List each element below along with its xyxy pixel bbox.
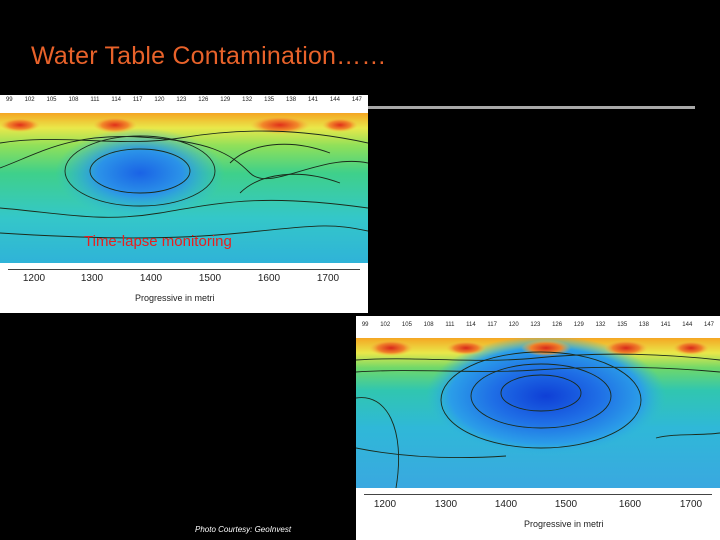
top-tick: 111 xyxy=(90,97,100,103)
top-tick-row: 99 102 105 108 111 114 117 120 123 126 1… xyxy=(356,322,720,336)
top-tick: 105 xyxy=(46,97,57,103)
top-tick: 102 xyxy=(380,322,391,328)
x-tick: 1300 xyxy=(80,273,104,284)
top-tick: 99 xyxy=(5,97,13,103)
top-tick: 135 xyxy=(264,97,275,103)
x-axis-label: Progressive in metri xyxy=(524,519,604,529)
top-tick: 108 xyxy=(68,97,79,103)
top-tick: 144 xyxy=(682,322,693,328)
top-tick: 141 xyxy=(660,322,671,328)
top-tick: 126 xyxy=(552,322,563,328)
top-tick: 123 xyxy=(176,97,187,103)
resistivity-section-top: 99 102 105 108 111 114 117 120 123 126 1… xyxy=(0,95,368,313)
x-tick: 1200 xyxy=(373,499,397,510)
top-tick-row: 99 102 105 108 111 114 117 120 123 126 1… xyxy=(0,97,368,111)
top-tick: 138 xyxy=(286,97,297,103)
x-tick: 1400 xyxy=(139,273,163,284)
top-tick: 126 xyxy=(198,97,209,103)
x-tick: 1600 xyxy=(618,499,642,510)
x-tick: 1400 xyxy=(494,499,518,510)
x-tick: 1300 xyxy=(434,499,458,510)
x-axis-label: Progressive in metri xyxy=(135,293,215,303)
top-tick: 144 xyxy=(329,97,340,103)
time-lapse-label: Time-lapse monitoring xyxy=(84,233,232,250)
x-tick: 1700 xyxy=(679,499,703,510)
top-tick: 135 xyxy=(617,322,628,328)
top-tick: 111 xyxy=(445,322,455,328)
photo-credit: Photo Courtesy: GeoInvest xyxy=(195,525,292,534)
x-tick: 1200 xyxy=(22,273,46,284)
top-tick: 108 xyxy=(423,322,434,328)
top-tick: 129 xyxy=(220,97,231,103)
top-tick: 114 xyxy=(111,97,121,103)
top-tick: 147 xyxy=(351,97,362,103)
top-tick: 141 xyxy=(307,97,318,103)
top-tick: 120 xyxy=(154,97,165,103)
x-tick: 1600 xyxy=(257,273,281,284)
resistivity-section-bottom: 99 102 105 108 111 114 117 120 123 126 1… xyxy=(356,316,720,540)
top-tick: 120 xyxy=(508,322,519,328)
top-tick: 132 xyxy=(595,322,606,328)
top-tick: 117 xyxy=(132,97,143,103)
slide-title: Water Table Contamination…… xyxy=(31,42,387,70)
x-tick: 1700 xyxy=(316,273,340,284)
top-tick: 114 xyxy=(466,322,476,328)
top-tick: 147 xyxy=(704,322,715,328)
top-tick: 132 xyxy=(242,97,253,103)
top-tick: 138 xyxy=(638,322,649,328)
x-axis-line xyxy=(364,494,712,495)
top-tick: 129 xyxy=(573,322,584,328)
x-axis-line xyxy=(8,269,360,270)
top-tick: 123 xyxy=(530,322,541,328)
x-tick: 1500 xyxy=(554,499,578,510)
title-rule xyxy=(363,106,695,109)
top-tick: 99 xyxy=(361,322,369,328)
top-tick: 117 xyxy=(487,322,497,328)
top-tick: 105 xyxy=(401,322,412,328)
top-tick: 102 xyxy=(24,97,35,103)
x-tick: 1500 xyxy=(198,273,222,284)
resistivity-plot-top xyxy=(0,113,368,263)
resistivity-plot-bottom xyxy=(356,338,720,488)
